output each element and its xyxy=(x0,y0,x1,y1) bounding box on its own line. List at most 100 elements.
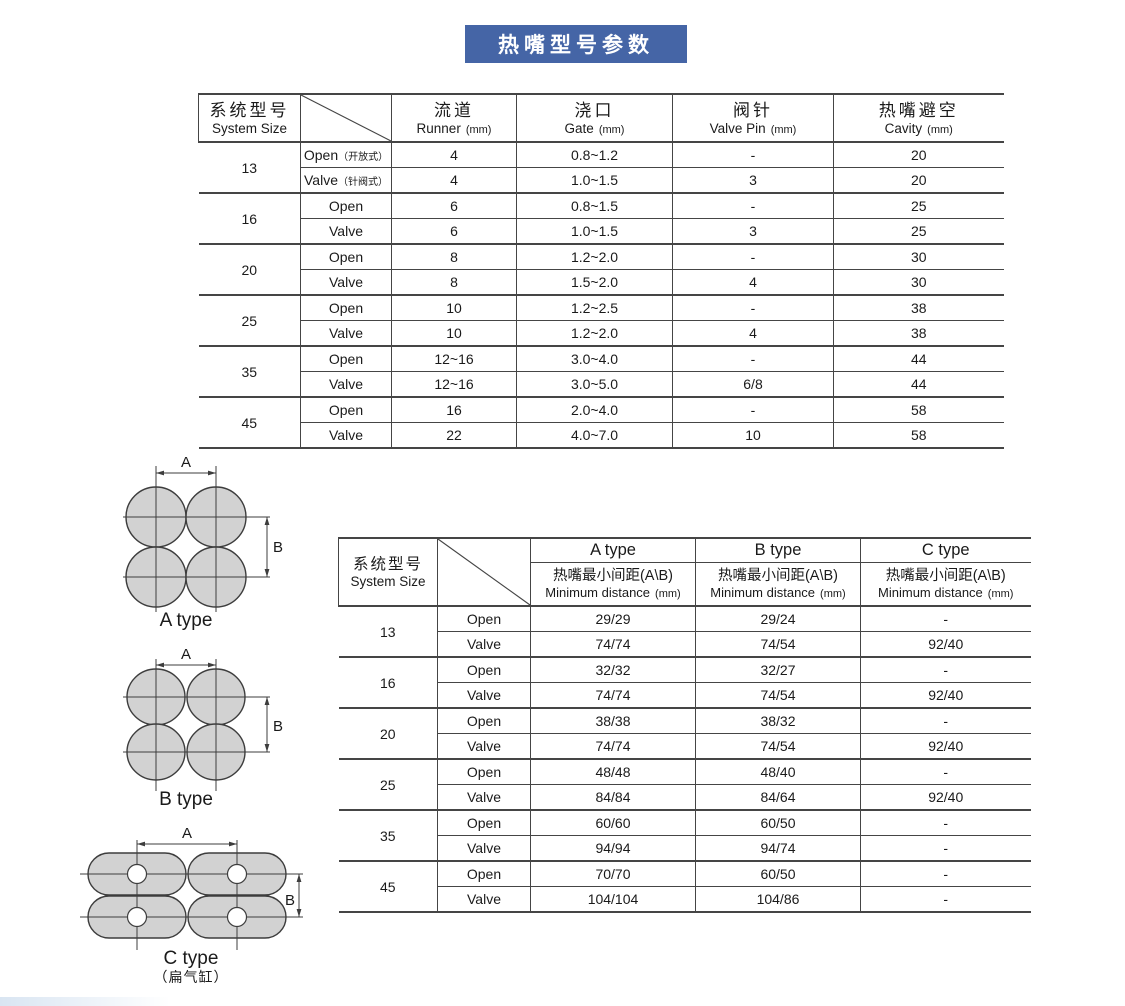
table-row: 35 Open 60/60 60/50- xyxy=(338,810,1031,862)
system-size-cell: 45 xyxy=(338,861,438,913)
header-en-line: Minimum distance (mm) xyxy=(861,584,1031,601)
system-size-cell: 20 xyxy=(338,708,438,760)
valve-pin-cell: 4 xyxy=(672,269,834,296)
table-row: 25 Open 10 1.2~2.5-38 xyxy=(198,295,1004,347)
runner-cell: 8 xyxy=(391,244,517,270)
header-unit: (mm) xyxy=(598,123,625,136)
runner-cell: 22 xyxy=(391,422,517,449)
mode-cell: Open xyxy=(437,810,531,836)
min-distance-b-cell: 60/50 xyxy=(695,810,861,836)
dimension-a: A xyxy=(156,646,216,668)
gate-cell: 1.0~1.5 xyxy=(516,218,673,245)
mode-label: Valve xyxy=(304,172,338,188)
header-unit: (mm) xyxy=(927,123,953,136)
header-en: Minimum distance xyxy=(878,584,983,600)
system-size-cell: 35 xyxy=(198,346,301,398)
min-distance-a-cell: 70/70 xyxy=(530,861,696,887)
min-distance-b-cell: 32/27 xyxy=(695,657,861,683)
header-zh: 阀针 xyxy=(733,100,773,120)
mode-label: Valve xyxy=(329,223,363,239)
diagram-label: A type xyxy=(160,610,213,631)
header-en: Cavity xyxy=(884,120,923,136)
min-distance-b-cell: 48/40 xyxy=(695,759,861,785)
valve-pin-cell: - xyxy=(672,346,834,372)
header-en-line: Minimum distance (mm) xyxy=(531,585,695,601)
dimension-a-label: A xyxy=(182,828,192,842)
system-size-cell: 16 xyxy=(198,193,301,245)
cavity-cell: 25 xyxy=(833,218,1004,245)
mode-cell: Valve xyxy=(437,733,531,760)
gate-cell: 1.0~1.5 xyxy=(516,167,673,194)
header-unit: (mm) xyxy=(987,587,1014,600)
mode-label: Open xyxy=(328,402,364,418)
min-distance-header: 热嘴最小间距(A\B) Minimum distance (mm) xyxy=(695,562,861,607)
dimension-b-label: B xyxy=(285,892,295,909)
header-zh: 流道 xyxy=(434,100,474,120)
cavity-cell: 58 xyxy=(833,422,1004,449)
cavity-cell: 58 xyxy=(833,397,1004,423)
header-en-line: Cavity (mm) xyxy=(834,121,1004,137)
table-row: 16 Open 6 0.8~1.5-25 xyxy=(198,193,1004,245)
min-distance-a-cell: 32/32 xyxy=(530,657,696,683)
cavity-cell: 30 xyxy=(833,244,1004,270)
table-row: Valve 12~16 3.0~5.0 6/8 44 xyxy=(199,371,1004,398)
table-row: Valve 74/74 74/54 92/40 xyxy=(339,631,1031,658)
valve-pin-cell: 4 xyxy=(672,320,834,347)
header-en: Gate xyxy=(564,120,594,136)
header-zh: 热嘴最小间距(A\B) xyxy=(885,568,1006,585)
gate-cell: 1.2~2.5 xyxy=(516,295,673,321)
header-zh: 热嘴最小间距(A\B) xyxy=(717,568,839,585)
runner-cell: 6 xyxy=(391,218,517,245)
header-zh: 热嘴最小间距(A\B) xyxy=(552,568,674,585)
column-header: 阀针 Valve Pin (mm) xyxy=(672,93,834,143)
dimension-b-label: B xyxy=(273,539,283,556)
table-header-subrow: 热嘴最小间距(A\B) Minimum distance (mm) 热嘴最小间距(A\… xyxy=(339,562,1031,607)
runner-cell: 12~16 xyxy=(391,346,517,372)
type-header: A type xyxy=(530,537,696,563)
dimension-b: B xyxy=(285,874,302,917)
min-distance-a-cell: 74/74 xyxy=(530,631,696,658)
mode-cell: Valve xyxy=(437,886,531,913)
dimension-a: A xyxy=(137,828,237,847)
table-row: 25 Open 48/48 48/40- xyxy=(338,759,1031,811)
gate-cell: 1.5~2.0 xyxy=(516,269,673,296)
valve-pin-cell: 3 xyxy=(672,218,834,245)
system-size-cell: 25 xyxy=(198,295,301,347)
type-header: C type xyxy=(860,537,1031,563)
mode-cell: Valve xyxy=(437,682,531,709)
cavity-cell: 44 xyxy=(833,346,1004,372)
minimum-distance-table: 系统型号 System Size A type B type C type 热嘴最小间距(… xyxy=(338,537,1031,913)
nozzle-model-parameters-table: 系统型号 System Size 流道 Runner (mm) 浇口 Gate (mm) 阀针 V… xyxy=(198,93,1004,449)
min-distance-header: 热嘴最小间距(A\B) Minimum distance (mm) xyxy=(860,562,1031,607)
min-distance-c-cell: - xyxy=(860,708,1031,734)
column-header: 热嘴避空 Cavity (mm) xyxy=(833,93,1004,143)
valve-pin-cell: 3 xyxy=(672,167,834,194)
header-unit: (mm) xyxy=(465,123,492,136)
diagonal-header-cell xyxy=(300,93,392,143)
table-row: Valve（针阀式） 4 1.0~1.5 3 20 xyxy=(199,167,1004,194)
page-edge-decoration xyxy=(0,997,170,1006)
table-header-row: 系统型号 System Size A type B type C type xyxy=(338,537,1031,607)
min-distance-c-cell: - xyxy=(860,759,1031,785)
mode-cell: Valve xyxy=(300,218,392,245)
nozzle-circles xyxy=(126,668,246,781)
diagonal-line xyxy=(301,95,391,141)
min-distance-b-cell: 94/74 xyxy=(695,835,861,862)
table-row: 16 Open 32/32 32/27- xyxy=(338,657,1031,709)
dimension-b: B xyxy=(264,697,283,752)
gate-cell: 1.2~2.0 xyxy=(516,244,673,270)
header-zh: 浇口 xyxy=(574,100,615,120)
mode-label: Open xyxy=(328,198,364,214)
page-title: 热嘴型号参数 xyxy=(498,34,654,57)
table-row: Valve 84/84 84/64 92/40 xyxy=(339,784,1031,811)
mode-note: （针阀式） xyxy=(337,177,388,188)
header-en-line: Gate (mm) xyxy=(517,121,672,137)
table-row: Valve 74/74 74/54 92/40 xyxy=(339,733,1031,760)
dimension-a-label: A xyxy=(181,454,191,471)
mode-cell: Valve xyxy=(437,835,531,862)
min-distance-a-cell: 74/74 xyxy=(530,733,696,760)
gate-cell: 0.8~1.5 xyxy=(516,193,673,219)
mode-cell: Open xyxy=(300,244,392,270)
valve-pin-cell: - xyxy=(672,397,834,423)
